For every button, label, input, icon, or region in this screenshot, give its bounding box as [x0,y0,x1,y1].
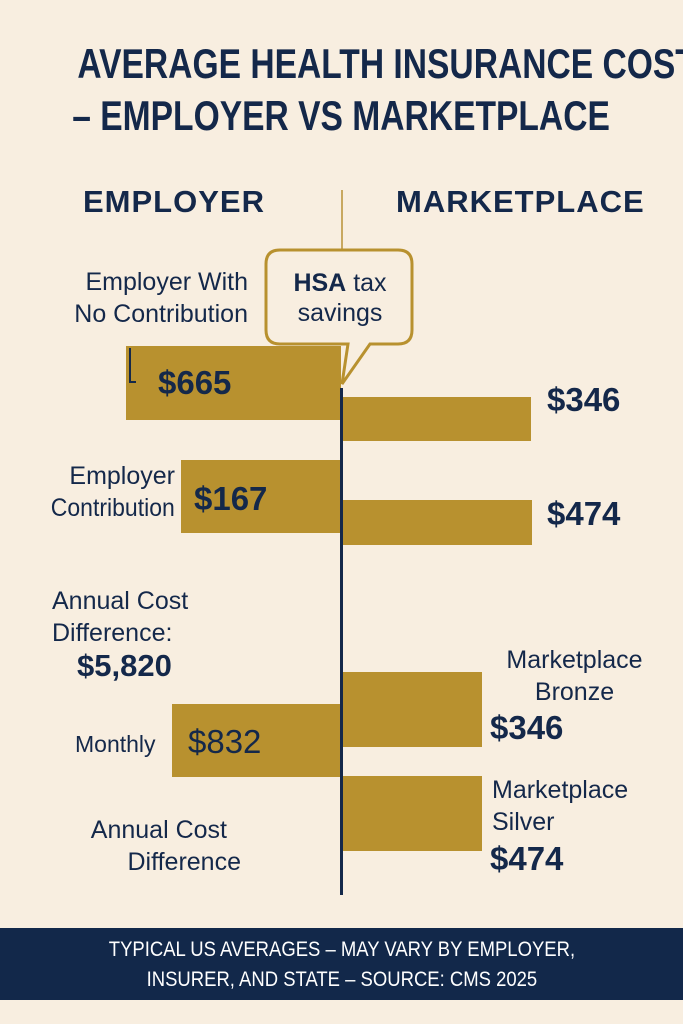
label-line: Bronze [534,678,615,706]
label-line: Marketplace [506,646,643,674]
label-line: Annual Cost [52,587,189,615]
label-line: Employer [69,462,175,490]
axis-top-line [341,190,343,250]
callout-line2: savings [297,299,383,327]
hsa-callout-bubble [264,248,414,385]
label-line: Difference: [52,619,173,647]
value-marketplace-1: $346 [547,381,621,418]
bar-marketplace-bronze [343,672,482,747]
hsa-callout-text: HSA tax savings [266,268,414,328]
label-marketplace-silver: Marketplace Silver [492,774,628,838]
center-axis-line [340,388,343,895]
bar-marketplace-1 [343,397,531,441]
marketplace-header: MARKETPLACE [396,184,645,219]
label-marketplace-bronze: Marketplace Bronze [492,644,657,708]
callout-rest: tax [346,269,387,297]
bar-employer-no-contribution [126,346,341,420]
bar-marketplace-silver [343,776,482,851]
label-monthly: Monthly [75,731,156,757]
bar-monthly [172,704,341,777]
bar-employer-contribution [181,460,341,533]
label-line: No Contribution [74,300,248,328]
footer-line-1: TYPICAL US AVERAGES – MAY VARY BY EMPLOY… [108,938,575,961]
value-marketplace-silver: $474 [490,840,564,877]
label-line: Marketplace [492,776,629,804]
value-marketplace-2: $474 [547,495,621,532]
label-line: Employer With [85,268,248,296]
footer-banner: TYPICAL US AVERAGES – MAY VARY BY EMPLOY… [0,928,683,1000]
value-marketplace-bronze: $346 [490,709,564,746]
label-annual-cost-difference-bottom: Annual Cost Difference [66,814,241,878]
bar-marketplace-2 [343,500,532,545]
title-line-2: – EMPLOYER VS MARKETPLACE [72,92,611,139]
value-annual-cost-difference: $5,820 [77,648,172,683]
value-employer-no-contribution: $665 [158,364,232,401]
label-annual-cost-difference: Annual Cost Difference: [52,585,188,649]
label-employer-contribution: Employer Contribution [20,460,175,524]
callout-bold: HSA [293,269,347,297]
label-line: Contribution [50,494,175,522]
label-line: Silver [492,808,555,836]
label-employer-no-contribution: Employer With No Contribution [36,266,248,330]
page-title: AVERAGE HEALTH INSURANCE COST – EMPLOYER… [0,38,683,142]
title-line-1: AVERAGE HEALTH INSURANCE COST [77,40,683,87]
employer-header: EMPLOYER [83,184,265,219]
value-monthly: $832 [188,723,262,760]
label-line: Difference [127,848,242,876]
bracket-mark [129,348,136,383]
value-employer-contribution: $167 [194,480,268,517]
label-line: Annual Cost [90,816,227,844]
footer-line-2: INSURER, AND STATE – SOURCE: CMS 2025 [146,968,537,991]
